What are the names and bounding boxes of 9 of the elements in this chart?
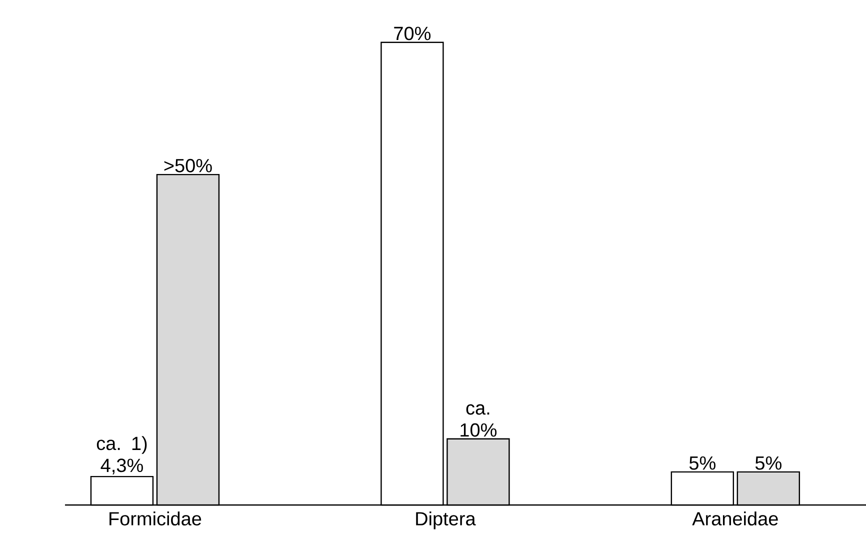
x-tick-label: Araneidae [692,512,778,526]
x-tick-label: Diptera [416,512,476,530]
data-label: ca. 1) 4,3% [96,436,147,474]
data-label: 5% [689,456,716,470]
x-tick-label: Formicidae [110,512,202,526]
data-label: 70% [394,26,431,40]
data-label: ca. 10% [460,404,497,437]
data-label: 5% [755,456,782,470]
data-label: >50% [164,158,212,172]
